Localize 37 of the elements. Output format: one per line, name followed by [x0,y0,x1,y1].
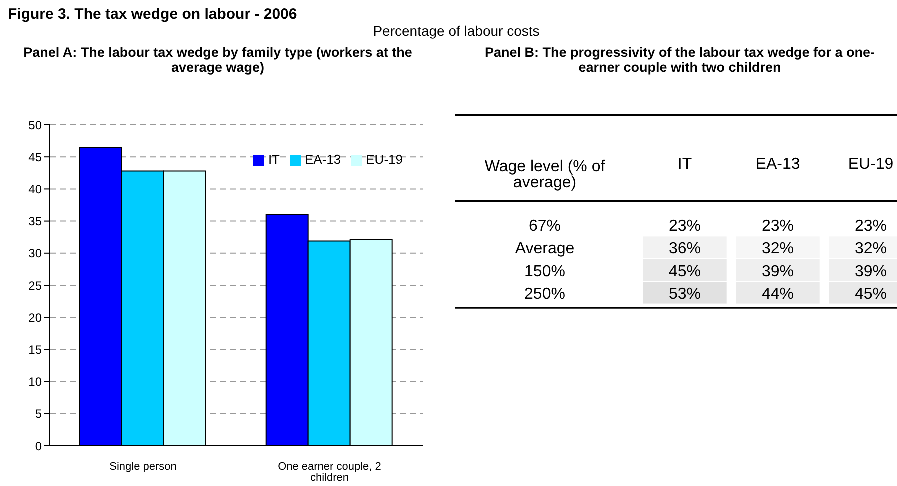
y-tick-label: 25 [28,278,42,293]
text: Percentage of labour costs [372,23,541,39]
chart-title: Panel A: The labour tax wedge by family type (workers at the average wage) [22,45,414,75]
data-label: 32% [762,240,794,258]
data-label: 32% [854,240,888,258]
y-tick-label: 50 [28,118,42,132]
data-label: 23% [854,218,888,235]
y-tick-label: Average [515,240,575,258]
data-label: 53% [668,286,702,304]
y-tick-label: 20 [28,310,42,325]
x-tick-label: EA-13 [756,156,800,173]
x-tick-label: Single person [110,460,177,473]
y-tick-label: 0 [35,439,42,454]
y-axis-title: Wage level (% of average) [484,158,606,192]
y-tick-label: 10 [28,375,42,390]
y-tick-label: 40 [28,182,42,196]
y-tick-label: 5 [35,407,42,422]
y-tick-label: 35 [28,214,42,229]
x-tick-label: IT [678,156,692,173]
data-label: 36% [668,240,702,258]
caption: Figure 3. The tax wedge on labour - 2006 [8,6,298,23]
x-tick-label: EU-19 [848,156,894,173]
data-label: 23% [762,218,794,235]
y-tick-label: 150% [524,263,566,280]
data-label: 45% [668,263,702,280]
x-tick-label: One earner couple, 2 children [278,460,382,484]
data-label: 23% [668,218,702,235]
chart-title: Panel B: The progressivity of the labour tax wedge for a one-earner couple with two children [484,45,876,75]
y-tick-label: 67% [528,218,562,235]
y-tick-label: 30 [28,246,42,261]
y-tick-label: 15 [28,342,42,357]
y-tick-label: 250% [524,286,566,304]
y-tick-label: 45 [28,150,42,164]
data-label: 44% [762,286,794,304]
data-label: 45% [854,286,888,304]
data-label: 39% [762,263,794,280]
data-label: 39% [854,263,888,280]
